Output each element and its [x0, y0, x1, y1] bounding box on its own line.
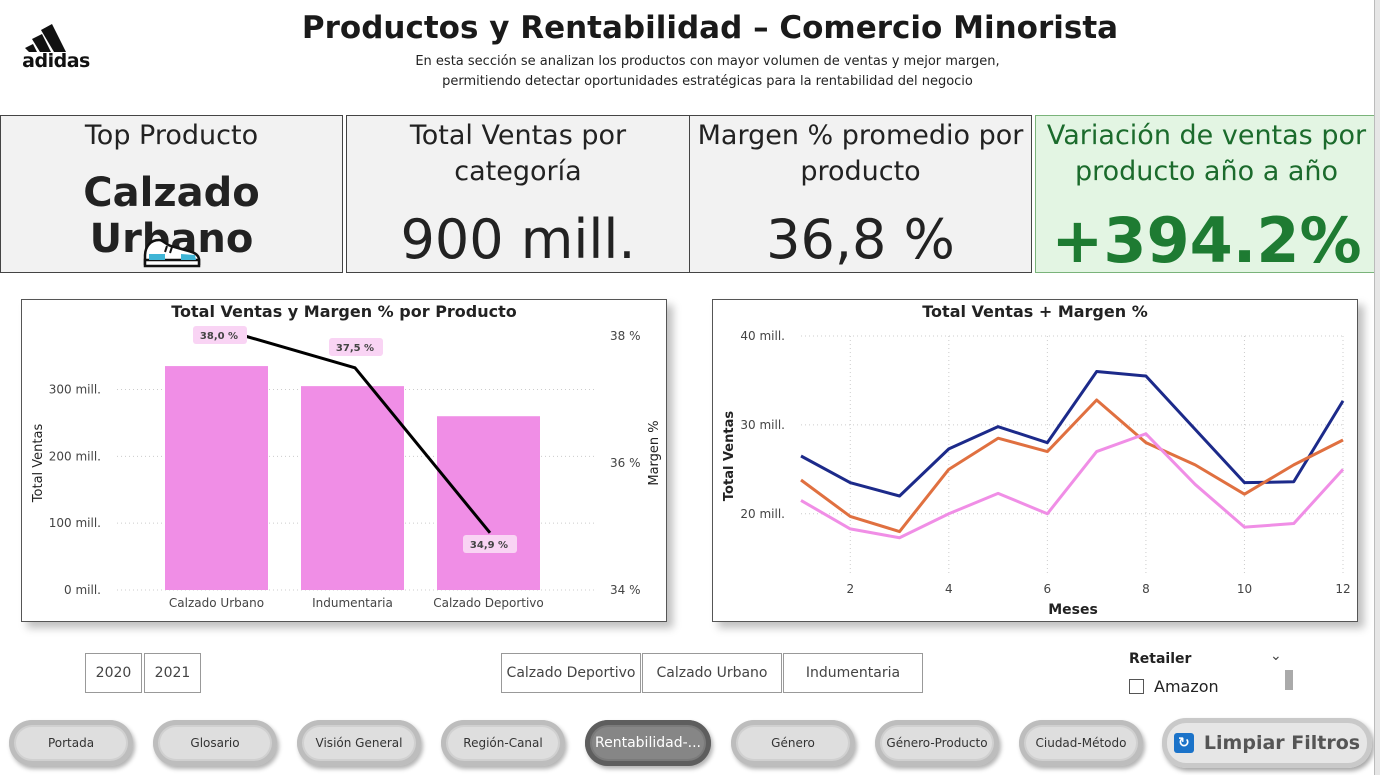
nav-ciudad-metodo[interactable]: Ciudad-Método: [1019, 720, 1143, 766]
chart1-y2label: Margen %: [647, 420, 662, 485]
chart2-xlabel: Meses: [1048, 602, 1098, 618]
chart1-ytick: 100 mill.: [49, 516, 101, 530]
chart1-bar: [437, 416, 540, 590]
kpi-variation: Variación de ventas por producto año a a…: [1035, 115, 1378, 277]
nav-glosario[interactable]: Glosario: [153, 720, 277, 766]
kpi-margin-value: 36,8 %: [766, 208, 955, 271]
chart2-svg: 20 mill. 30 mill. 40 mill. 2 4 6 8 10 12 Meses Tot…: [722, 329, 1351, 618]
chart2-ytick: 20 mill.: [740, 507, 785, 521]
chart1-data-label-bg: [329, 338, 383, 356]
adidas-logo: adidas: [18, 20, 94, 72]
kpi-variation-label-line1: Variación de ventas por: [1046, 120, 1367, 151]
clear-filters-button[interactable]: ↻ Limpiar Filtros: [1162, 718, 1372, 768]
chart1-y2tick: 38 %: [610, 329, 641, 343]
chart2-xtick: 6: [1044, 582, 1052, 596]
nav-genero[interactable]: Género: [731, 720, 855, 766]
chart1-data-label-bg: [193, 326, 247, 344]
kpi-margin-label: Margen % promedio por producto: [690, 116, 1031, 190]
chart1-data-label: 38,0 %: [200, 331, 238, 342]
chart1-bar: [165, 366, 268, 590]
chevron-down-icon[interactable]: ⌄: [1270, 648, 1282, 664]
retailer-title: Retailer: [1129, 651, 1192, 667]
chart-sales-margin-by-product[interactable]: Total Ventas y Margen % por Producto 0 m…: [21, 299, 667, 622]
chart2-xtick: 12: [1335, 582, 1350, 596]
page-title: Productos y Rentabilidad – Comercio Mino…: [301, 10, 1119, 46]
chart2-xtick: 10: [1237, 582, 1252, 596]
chart-monthly-sales[interactable]: Total Ventas + Margen % 20 mill. 30 mill.…: [712, 299, 1358, 622]
chart2-series-line: [800, 398, 1344, 534]
chart1-xtick: Indumentaria: [312, 596, 393, 610]
nav-vision-general[interactable]: Visión General: [297, 720, 421, 766]
nav-glosario-label: Glosario: [160, 727, 270, 759]
adidas-stripes-icon: [25, 24, 66, 52]
chart2-series-line: [800, 432, 1345, 540]
nav-genero-producto-label: Género-Producto: [882, 727, 992, 759]
nav-genero-producto[interactable]: Género-Producto: [875, 720, 999, 766]
page-subtitle: En esta sección se analizan los producto…: [300, 52, 1115, 92]
chart1-ytick: 300 mill.: [49, 382, 101, 396]
refresh-icon: ↻: [1173, 733, 1194, 753]
sneaker-icon: [143, 238, 201, 268]
chart1-xtick: Calzado Urbano: [169, 596, 264, 610]
chart1-margin-line: [244, 334, 492, 534]
brand-name: adidas: [22, 50, 90, 72]
chart1-title: Total Ventas y Margen % por Producto: [171, 302, 517, 321]
nav-rentabilidad-label: Rentabilidad-...: [592, 727, 704, 759]
chart1-ytick: 200 mill.: [49, 449, 101, 463]
retailer-scrollbar[interactable]: [1285, 670, 1293, 690]
chart2-xtick: 4: [945, 582, 953, 596]
chart1-data-label: 34,9 %: [470, 540, 508, 551]
nav-region-canal-label: Región-Canal: [448, 727, 558, 759]
category-button-indumentaria[interactable]: Indumentaria: [783, 653, 923, 693]
nav-ciudad-metodo-label: Ciudad-Método: [1026, 727, 1136, 759]
retailer-option-amazon[interactable]: Amazon: [1129, 677, 1219, 696]
kpi-margin-label-line2: producto: [800, 156, 921, 187]
subtitle-line-2: permitiendo detectar oportunidades estra…: [442, 74, 973, 89]
nav-genero-label: Género: [738, 727, 848, 759]
kpi-variation-label-line2: producto año a año: [1074, 156, 1338, 187]
year-button-2020[interactable]: 2020: [85, 653, 142, 693]
chart1-y2tick: 34 %: [610, 583, 641, 597]
chart2-ylabel: Total Ventas: [722, 411, 737, 501]
nav-rentabilidad[interactable]: Rentabilidad-...: [585, 720, 711, 766]
chart2-ytick: 30 mill.: [740, 418, 785, 432]
category-button-calzado-deportivo[interactable]: Calzado Deportivo: [501, 653, 641, 693]
clear-filters-label: Limpiar Filtros: [1203, 732, 1361, 754]
kpi-total-sales-label-line2: categoría: [454, 156, 582, 187]
nav-region-canal[interactable]: Región-Canal: [441, 720, 565, 766]
year-button-2021[interactable]: 2021: [144, 653, 201, 693]
chart1-bar: [301, 386, 404, 590]
chart2-xtick: 8: [1142, 582, 1150, 596]
kpi-margin-label-line1: Margen % promedio por: [697, 120, 1024, 151]
subtitle-line-1: En esta sección se analizan los producto…: [415, 54, 1000, 69]
kpi-top-product: Top Producto Calzado Urbano: [0, 115, 343, 273]
retailer-option-label: Amazon: [1154, 677, 1219, 696]
chart1-ylabel: Total Ventas: [31, 424, 46, 504]
nav-vision-general-label: Visión General: [304, 727, 414, 759]
chart1-svg: 0 mill. 100 mill. 200 mill. 300 mill. 34 % 36…: [31, 326, 662, 610]
kpi-variation-value: +394.2%: [1051, 204, 1362, 277]
chart1-y2tick: 36 %: [610, 456, 641, 470]
kpi-margin: Margen % promedio por producto 36,8 %: [689, 115, 1032, 273]
nav-portada-label: Portada: [16, 727, 126, 759]
chart1-xtick: Calzado Deportivo: [433, 596, 544, 610]
chart2-series-line: [800, 370, 1345, 498]
kpi-total-sales-label: Total Ventas por categoría: [347, 116, 689, 190]
kpi-variation-label: Variación de ventas por producto año a a…: [1036, 116, 1377, 190]
chart1-ytick: 0 mill.: [64, 583, 101, 597]
amazon-checkbox[interactable]: [1129, 679, 1144, 694]
kpi-top-product-value: Calzado Urbano: [83, 170, 260, 262]
kpi-total-sales: Total Ventas por categoría 900 mill.: [346, 115, 690, 273]
chart2-title: Total Ventas + Margen %: [922, 302, 1148, 321]
chart2-ytick: 40 mill.: [740, 329, 785, 343]
chart1-data-label-bg: [463, 535, 517, 553]
kpi-total-sales-value: 900 mill.: [400, 208, 636, 271]
category-button-calzado-urbano[interactable]: Calzado Urbano: [642, 653, 782, 693]
chart1-data-label: 37,5 %: [336, 343, 374, 354]
kpi-top-product-label: Top Producto: [84, 120, 259, 151]
nav-portada[interactable]: Portada: [9, 720, 133, 766]
kpi-total-sales-label-line1: Total Ventas por: [409, 120, 627, 151]
page-edge-scrollbar[interactable]: [1374, 0, 1380, 775]
chart2-xtick: 2: [846, 582, 854, 596]
